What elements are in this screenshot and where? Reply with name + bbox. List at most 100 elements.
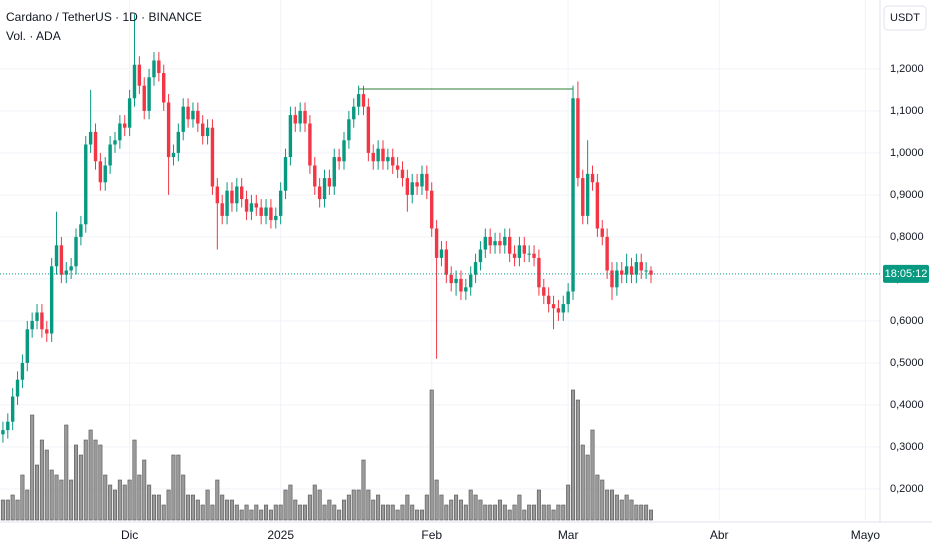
currency-button[interactable]: [883, 5, 927, 31]
candle-body: [313, 165, 317, 187]
candle-body: [605, 236, 609, 271]
candle-body: [15, 379, 20, 397]
candle-body: [93, 131, 98, 162]
candle-body: [366, 106, 371, 153]
volume-bar: [108, 484, 113, 521]
volume-bar: [234, 504, 239, 521]
volume-bar: [25, 489, 30, 521]
volume-bar: [195, 499, 200, 521]
volume-bar: [361, 459, 366, 521]
volume-bar: [634, 504, 639, 521]
volume-bar: [93, 439, 98, 521]
candle-body: [181, 106, 185, 132]
candle-body: [269, 207, 273, 221]
candle-body: [10, 396, 15, 422]
volume-bar: [83, 439, 88, 521]
candle-body: [454, 278, 458, 284]
volume-bar: [585, 454, 590, 521]
x-tick-label: Mar: [558, 528, 579, 542]
y-tick-label: 0,4000: [890, 399, 924, 411]
candle-body: [162, 73, 166, 103]
y-tick-label: 0,8000: [890, 231, 924, 243]
volume-bar: [415, 509, 420, 521]
volume-bar: [15, 499, 20, 521]
x-tick-label: 2025: [267, 528, 294, 542]
volume-bar: [580, 444, 585, 521]
candle-body: [488, 236, 492, 246]
candle-body: [376, 148, 380, 162]
volume-bar: [74, 444, 79, 521]
candle-body: [249, 203, 254, 212]
volume-bar: [566, 484, 571, 521]
volume-bar: [644, 504, 649, 521]
volume-label: Vol. · ADA: [6, 29, 61, 43]
volume-bar: [249, 509, 254, 521]
volume-bar: [59, 479, 64, 521]
candle-body: [147, 77, 151, 111]
candle-body: [498, 241, 502, 246]
candle-body: [444, 249, 449, 275]
candle-body: [244, 199, 249, 212]
candle-body: [459, 278, 463, 292]
candle-body: [239, 186, 244, 200]
volume-bar: [468, 489, 473, 521]
candle-body: [566, 291, 570, 305]
volume-bar: [556, 504, 561, 521]
candle-body: [317, 186, 322, 200]
volume-bar: [142, 459, 147, 521]
candle-body: [157, 60, 161, 74]
candle-body: [556, 308, 561, 313]
volume-bar: [444, 504, 449, 521]
candle-body: [327, 178, 332, 187]
candle-body: [40, 312, 44, 330]
volume-bar: [337, 509, 342, 521]
volume-bar: [400, 504, 405, 521]
volume-bar: [380, 504, 385, 521]
volume-bar: [298, 504, 303, 521]
candle-body: [196, 110, 200, 124]
volume-bar: [156, 494, 161, 521]
volume-bar: [190, 494, 195, 521]
candle-body: [191, 110, 195, 120]
volume-bar: [39, 439, 44, 521]
volume-bar: [497, 499, 502, 521]
currency[interactable]: USDT: [890, 12, 920, 24]
candle-body: [298, 110, 302, 124]
candle-body: [79, 224, 83, 237]
candle-body: [522, 245, 527, 254]
candle-body: [64, 270, 68, 275]
volume-bar: [49, 469, 54, 521]
volume-bar: [303, 504, 308, 521]
x-tick-label: Mayo: [851, 528, 881, 542]
volume-bar: [293, 499, 298, 521]
volume-bar: [20, 474, 25, 521]
candle-body: [352, 106, 356, 120]
volume-bar: [317, 489, 322, 521]
volume-bar: [356, 489, 361, 521]
volume-bar: [283, 489, 288, 521]
candle-layer: [1, 14, 653, 443]
volume-bar: [522, 509, 527, 521]
volume-bar: [215, 479, 220, 521]
volume-bar: [639, 504, 644, 521]
candle-body: [49, 266, 54, 334]
candle-body: [561, 304, 565, 313]
volume-bar: [419, 509, 424, 521]
candle-body: [425, 173, 429, 191]
candle-body: [98, 161, 103, 183]
volume-bar: [200, 504, 205, 521]
volume-bar: [502, 504, 507, 521]
candle-body: [264, 207, 268, 216]
candle-body: [517, 245, 522, 258]
countdown: 18:05:12: [885, 268, 928, 280]
volume-bar: [493, 504, 498, 521]
candle-body: [420, 173, 424, 187]
volume-bar: [69, 479, 74, 521]
candle-body: [629, 266, 634, 275]
candle-body: [176, 131, 181, 153]
candle-body: [571, 98, 575, 292]
y-tick-label: 1,0000: [890, 147, 924, 159]
candle-body: [337, 157, 341, 162]
candle-body: [371, 152, 375, 162]
volume-bar: [288, 484, 293, 521]
